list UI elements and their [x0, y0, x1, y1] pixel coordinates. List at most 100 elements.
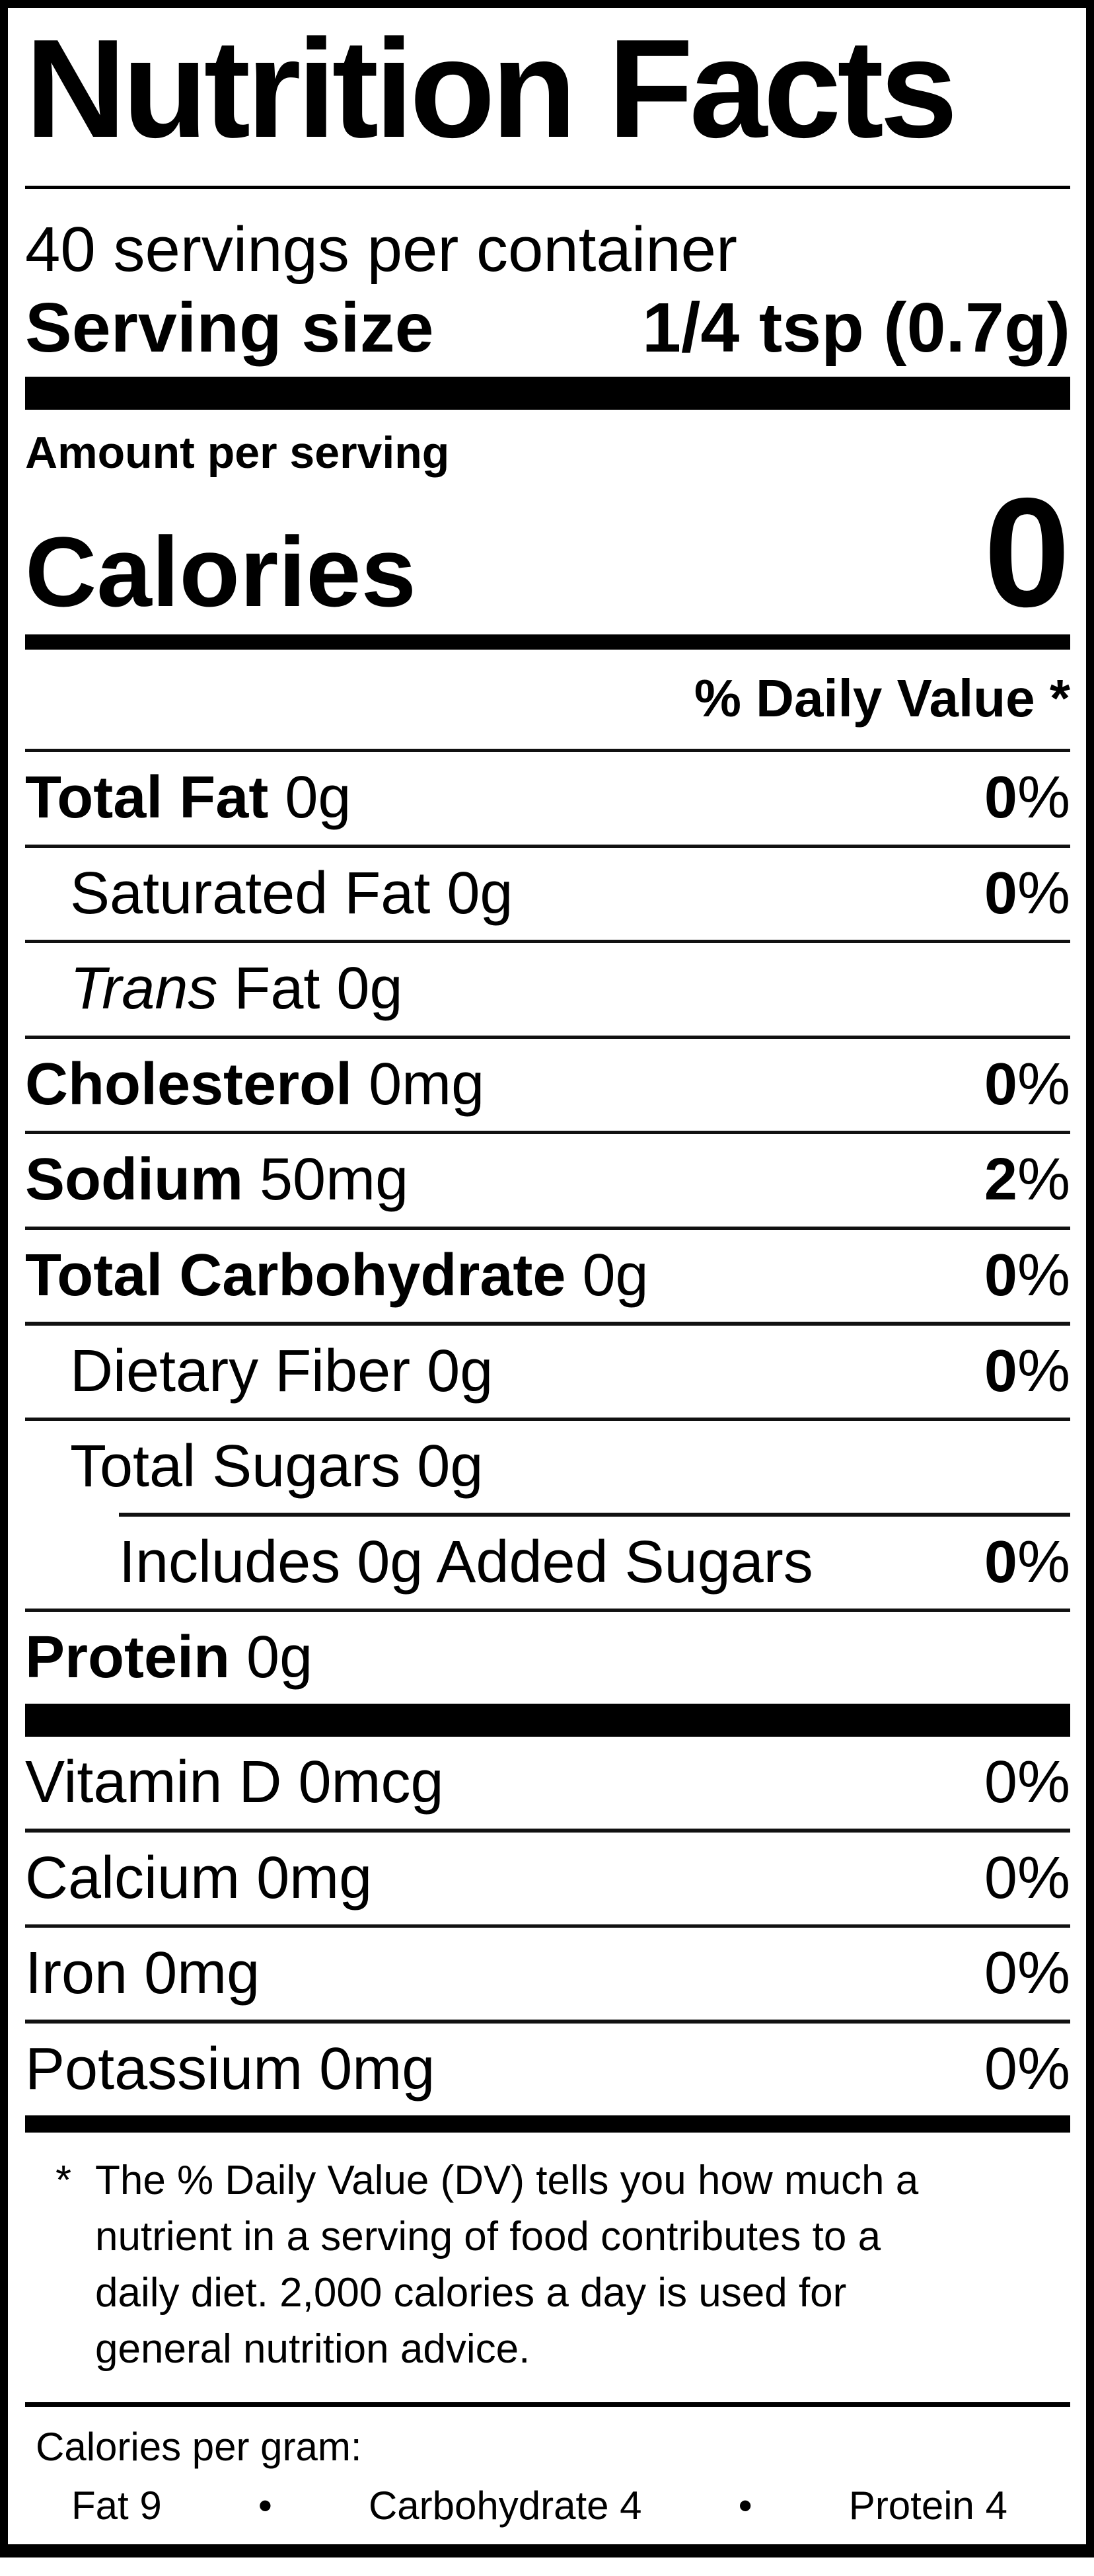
- cpg-carbohydrate: Carbohydrate 4: [368, 2483, 642, 2528]
- thick-bar-vitamins: [25, 1704, 1070, 1737]
- dv-percent-sign: %: [1017, 1338, 1070, 1404]
- nutrient-name: Calcium: [25, 1844, 240, 1911]
- row-divider: [25, 2020, 1070, 2024]
- daily-value: 0%: [984, 1942, 1070, 2006]
- nutrient-amount: 0g: [430, 860, 513, 927]
- thick-bar-calories: [25, 634, 1070, 650]
- nutrient-row-iron: Iron 0mg 0%: [25, 1928, 1070, 2020]
- dv-percent-sign: %: [1017, 765, 1070, 831]
- nutrient-amount: 0g: [230, 1624, 313, 1691]
- thick-bar-top: [25, 377, 1070, 410]
- nutrient-row-calcium: Calcium 0mg 0%: [25, 1833, 1070, 1924]
- label-footer: * The % Daily Value (DV) tells you how m…: [25, 2115, 1070, 2528]
- nutrient-name: Iron: [25, 1940, 128, 2007]
- daily-value: 0%: [984, 2037, 1070, 2102]
- dv-number: 0: [984, 1051, 1017, 1118]
- dv-number: 0: [984, 1529, 1017, 1595]
- dv-number: 0: [984, 860, 1017, 927]
- nutrient-text: Dietary Fiber 0g: [70, 1338, 493, 1404]
- nutrient-name: Protein: [25, 1624, 231, 1691]
- nutrient-row-potassium: Potassium 0mg 0%: [25, 2024, 1070, 2115]
- nutrient-text: Potassium 0mg: [25, 2037, 435, 2102]
- title-rule: [25, 186, 1070, 190]
- nutrient-amount: 0g: [268, 765, 351, 831]
- nutrient-amount: 0mg: [303, 2035, 435, 2102]
- dv-percent-sign: %: [1017, 1844, 1070, 1911]
- nutrient-text: Total Carbohydrate 0g: [25, 1242, 649, 1309]
- nutrient-row-saturated-fat: Saturated Fat 0g 0%: [25, 848, 1070, 940]
- nutrient-amount: 0g: [410, 1338, 493, 1404]
- row-divider: [25, 1131, 1070, 1135]
- row-divider: [25, 1035, 1070, 1039]
- nutrient-amount: 0mcg: [281, 1749, 444, 1816]
- daily-value: 0%: [984, 1846, 1070, 1911]
- serving-size-row: Serving size 1/4 tsp (0.7g): [25, 291, 1070, 365]
- nutrient-text: Vitamin D 0mcg: [25, 1751, 444, 1815]
- nutrient-row-total-fat: Total Fat 0g 0%: [25, 752, 1070, 844]
- dv-percent-sign: %: [1017, 1051, 1070, 1118]
- nutrient-row-total-sugars: Total Sugars 0g: [25, 1421, 1070, 1513]
- footnote-line: general nutrition advice.: [95, 2326, 530, 2372]
- nutrient-text: Includes 0g Added Sugars: [119, 1529, 813, 1595]
- dv-percent-sign: %: [1017, 1242, 1070, 1309]
- footnote-line: nutrient in a serving of food contribute…: [95, 2214, 881, 2259]
- nutrient-name: Cholesterol: [25, 1051, 353, 1118]
- row-divider: [25, 1322, 1070, 1326]
- row-divider: [25, 749, 1070, 753]
- daily-value: 0%: [984, 860, 1070, 927]
- row-divider: [25, 940, 1070, 944]
- nutrient-text: Cholesterol 0mg: [25, 1051, 485, 1118]
- dv-number: 0: [984, 1749, 1017, 1816]
- row-divider: [25, 844, 1070, 848]
- nutrient-name: Saturated Fat: [70, 860, 431, 927]
- amount-per-serving-label: Amount per serving: [25, 428, 450, 478]
- nutrient-amount: 0g: [400, 1433, 484, 1500]
- nutrient-text: Trans Fat 0g: [70, 957, 403, 1021]
- nutrient-row-cholesterol: Cholesterol 0mg 0%: [25, 1039, 1070, 1131]
- dv-percent-sign: %: [1017, 2035, 1070, 2102]
- daily-value: 0%: [984, 1242, 1070, 1309]
- nutrient-text: Total Fat 0g: [25, 766, 351, 830]
- nutrient-row-protein: Protein 0g: [25, 1612, 1070, 1704]
- calories-label: Calories: [25, 515, 416, 627]
- nutrient-text: Iron 0mg: [25, 1942, 260, 2006]
- nutrient-name: Trans: [70, 956, 218, 1022]
- dv-number: 0: [984, 1844, 1017, 1911]
- nutrient-name: Includes 0g Added Sugars: [119, 1529, 813, 1595]
- serving-size-value: 1/4 tsp (0.7g): [642, 289, 1070, 367]
- calories-value: 0: [984, 465, 1070, 639]
- dv-number: 0: [984, 765, 1017, 831]
- calories-row: Calories 0: [25, 465, 1070, 639]
- nutrient-amount: 0mg: [352, 1051, 485, 1118]
- daily-value: 0%: [984, 1051, 1070, 1118]
- nutrient-name: Sodium: [25, 1147, 243, 1213]
- dv-percent-sign: %: [1017, 1940, 1070, 2007]
- daily-value: 0%: [984, 1751, 1070, 1815]
- row-divider: [25, 1608, 1070, 1612]
- nutrient-name: Dietary Fiber: [70, 1338, 411, 1404]
- cpg-fat: Fat 9: [71, 2483, 162, 2528]
- serving-size-label: Serving size: [25, 289, 434, 367]
- daily-value: 0%: [984, 766, 1070, 830]
- nutrient-amount: 0mg: [128, 1940, 260, 2007]
- nutrient-name: Total Carbohydrate: [25, 1242, 566, 1309]
- thick-bar-footnote: [25, 2115, 1070, 2133]
- nutrient-amount: 0g: [565, 1242, 649, 1309]
- dv-number: 0: [984, 1242, 1017, 1309]
- row-divider: [25, 1417, 1070, 1421]
- calories-per-gram-row: Fat 9 • Carbohydrate 4 • Protein 4: [25, 2483, 1070, 2528]
- nutrient-amount: Fat 0g: [217, 956, 403, 1022]
- bullet-icon: •: [258, 2483, 272, 2528]
- nutrient-text: Protein 0g: [25, 1626, 312, 1690]
- nutrient-text: Sodium 50mg: [25, 1148, 408, 1212]
- nutrient-name: Total Fat: [25, 765, 269, 831]
- row-divider: [25, 1226, 1070, 1231]
- footnote-divider: [25, 2402, 1070, 2407]
- nutrient-row-trans-fat: Trans Fat 0g: [25, 943, 1070, 1035]
- row-divider: [25, 1924, 1070, 1928]
- nutrient-row-total-carbohydrate: Total Carbohydrate 0g 0%: [25, 1230, 1070, 1322]
- nutrient-text: Saturated Fat 0g: [70, 860, 513, 927]
- nutrient-name: Vitamin D: [25, 1749, 282, 1816]
- nutrient-name: Potassium: [25, 2035, 303, 2102]
- cpg-protein: Protein 4: [848, 2483, 1007, 2528]
